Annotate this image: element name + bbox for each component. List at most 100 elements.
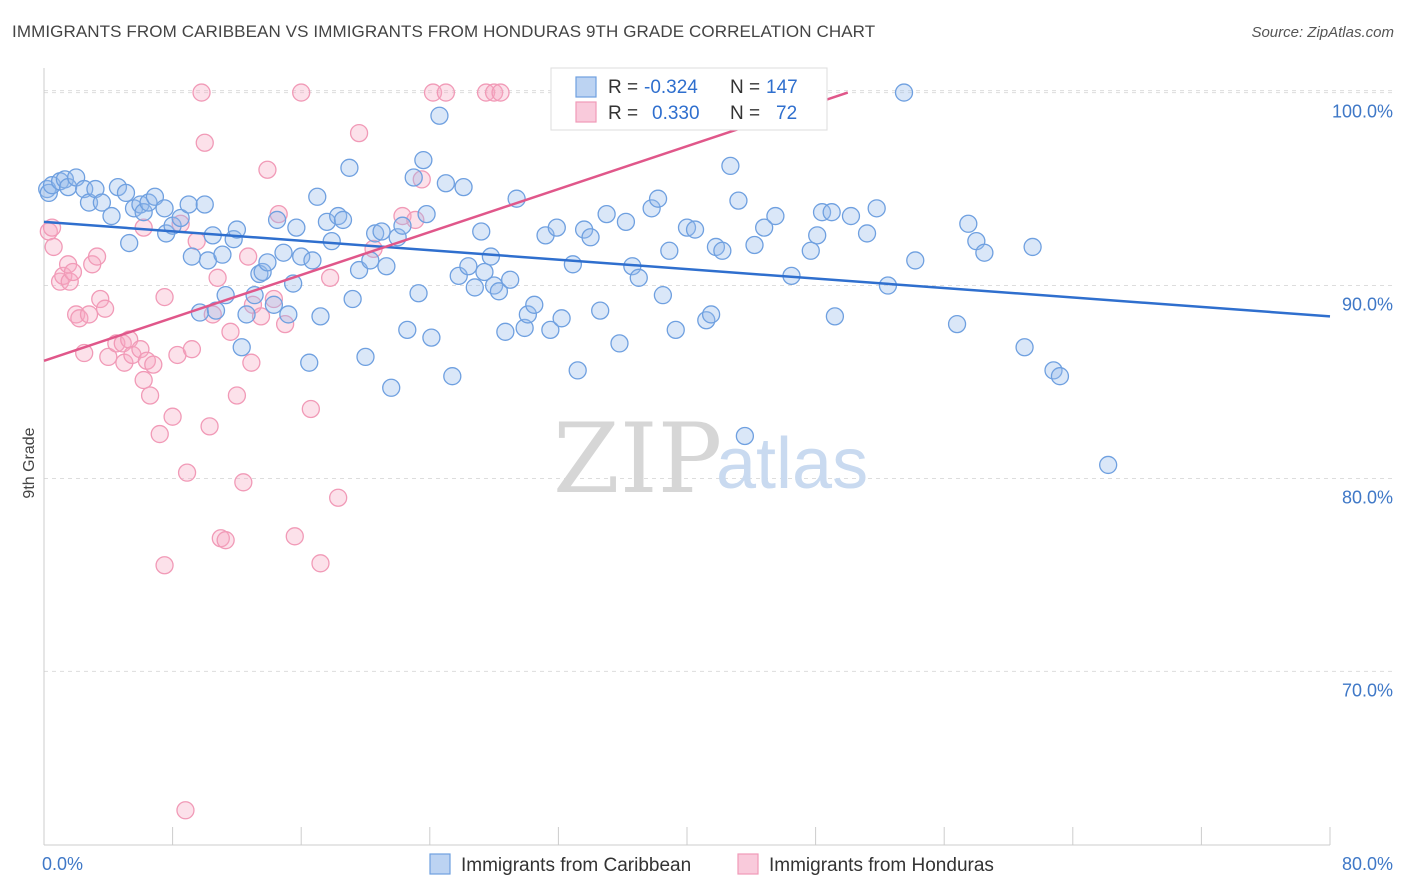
caribbean-point-83 — [484, 276, 504, 295]
caribbean-point-104 — [629, 268, 648, 287]
legend-n-label-pink: N = — [730, 103, 760, 124]
honduras-trend-line — [43, 91, 849, 362]
caribbean-point-23 — [171, 208, 190, 228]
series-legend: Immigrants from Caribbean Immigrants fro… — [429, 853, 994, 876]
honduras-point-61 — [423, 83, 443, 102]
caribbean-point-141 — [1050, 367, 1070, 386]
caribbean-point-14 — [120, 233, 139, 253]
caribbean-point-39 — [253, 262, 272, 282]
caribbean-point-100 — [597, 204, 616, 224]
caribbean-point-68 — [404, 168, 423, 187]
caribbean-point-138 — [1015, 338, 1034, 357]
honduras-point-33 — [182, 340, 202, 359]
legend-r-label-pink: R = — [608, 103, 638, 124]
caribbean-point-120 — [755, 218, 774, 237]
caribbean-point-96 — [568, 361, 587, 380]
honduras-point-15 — [95, 299, 115, 318]
caribbean-point-106 — [648, 189, 668, 208]
caribbean-point-130 — [867, 199, 886, 218]
caribbean-point-133 — [906, 251, 925, 270]
watermark: ZIP atlas — [553, 403, 868, 515]
honduras-point-67 — [176, 801, 195, 820]
caribbean-point-80 — [472, 222, 491, 241]
caribbean-point-135 — [959, 214, 978, 233]
caribbean-point-48 — [300, 353, 319, 372]
caribbean-point-75 — [443, 367, 462, 386]
caribbean-point-55 — [333, 210, 353, 230]
series-label-caribbean: Immigrants from Caribbean — [461, 855, 691, 876]
caribbean-point-61 — [365, 224, 385, 243]
caribbean-point-35 — [232, 338, 251, 357]
honduras-point-52 — [292, 83, 311, 102]
caribbean-point-73 — [430, 106, 449, 125]
caribbean-point-134 — [947, 314, 967, 334]
honduras-point-57 — [349, 123, 369, 143]
honduras-point-65 — [491, 83, 510, 102]
caribbean-point-115 — [713, 241, 732, 260]
series-label-honduras: Immigrants from Honduras — [769, 855, 994, 876]
x-tick-label-1: 80.0% — [1342, 854, 1393, 874]
caribbean-point-113 — [701, 305, 721, 324]
honduras-point-36 — [195, 133, 214, 152]
tick-labels: 70.0% 80.0% 90.0% 100.0% 0.0% 80.0% — [42, 102, 1393, 874]
honduras-point-38 — [208, 268, 227, 287]
caribbean-point-88 — [515, 318, 534, 338]
caribbean-point-44 — [279, 305, 298, 324]
caribbean-point-105 — [642, 199, 661, 218]
caribbean-point-72 — [422, 328, 441, 347]
legend-n-value-blue: 147 — [766, 77, 798, 98]
honduras-point-54 — [311, 554, 330, 573]
honduras-point-22 — [131, 340, 150, 359]
y-tick-label-1: 80.0% — [1342, 487, 1393, 507]
caribbean-point-56 — [340, 158, 359, 177]
honduras-point-40 — [216, 531, 235, 550]
caribbean-point-41 — [264, 295, 284, 314]
caribbean-point-46 — [287, 218, 306, 237]
legend-n-value-pink: 72 — [776, 103, 797, 124]
caribbean-point-137 — [975, 243, 994, 262]
caribbean-point-20 — [155, 199, 174, 218]
honduras-point-6 — [60, 272, 79, 291]
honduras-point-42 — [227, 386, 247, 405]
caribbean-point-64 — [382, 378, 401, 397]
honduras-point-16 — [99, 347, 118, 367]
source-label: Source: ZipAtlas.com — [1251, 24, 1394, 41]
caribbean-point-142 — [1099, 455, 1118, 475]
x-tick-label-0: 0.0% — [42, 854, 83, 874]
caribbean-point-128 — [841, 206, 861, 226]
caribbean-point-36 — [237, 305, 256, 324]
caribbean-point-99 — [591, 301, 610, 320]
honduras-point-26 — [144, 355, 163, 374]
honduras-point-53 — [301, 399, 320, 419]
caribbean-point-124 — [808, 226, 827, 245]
caribbean-points — [38, 83, 1118, 475]
caribbean-point-117 — [729, 191, 748, 210]
y-tick-label-0: 70.0% — [1342, 680, 1393, 700]
honduras-point-47 — [258, 160, 277, 179]
caribbean-point-132 — [894, 83, 914, 102]
caribbean-point-89 — [518, 305, 538, 324]
caribbean-point-24 — [179, 195, 198, 214]
honduras-point-28 — [155, 287, 174, 307]
caribbean-point-118 — [735, 426, 755, 446]
caribbean-point-57 — [343, 289, 362, 309]
trend-lines — [43, 91, 1331, 362]
caribbean-point-69 — [409, 284, 428, 303]
honduras-point-14 — [91, 289, 110, 309]
honduras-point-29 — [163, 407, 182, 426]
caribbean-point-84 — [489, 282, 509, 301]
caribbean-point-123 — [801, 241, 820, 260]
honduras-point-35 — [192, 83, 211, 102]
honduras-point-7 — [63, 262, 83, 282]
honduras-point-48 — [264, 289, 284, 309]
caribbean-point-49 — [303, 251, 322, 270]
caribbean-point-50 — [308, 187, 327, 206]
caribbean-point-94 — [552, 309, 571, 328]
caribbean-point-95 — [563, 255, 583, 274]
series-swatch-honduras — [737, 853, 759, 875]
legend-swatch-pink — [575, 101, 597, 123]
honduras-point-46 — [251, 307, 271, 326]
caribbean-point-51 — [311, 307, 330, 326]
caribbean-point-111 — [685, 220, 705, 239]
